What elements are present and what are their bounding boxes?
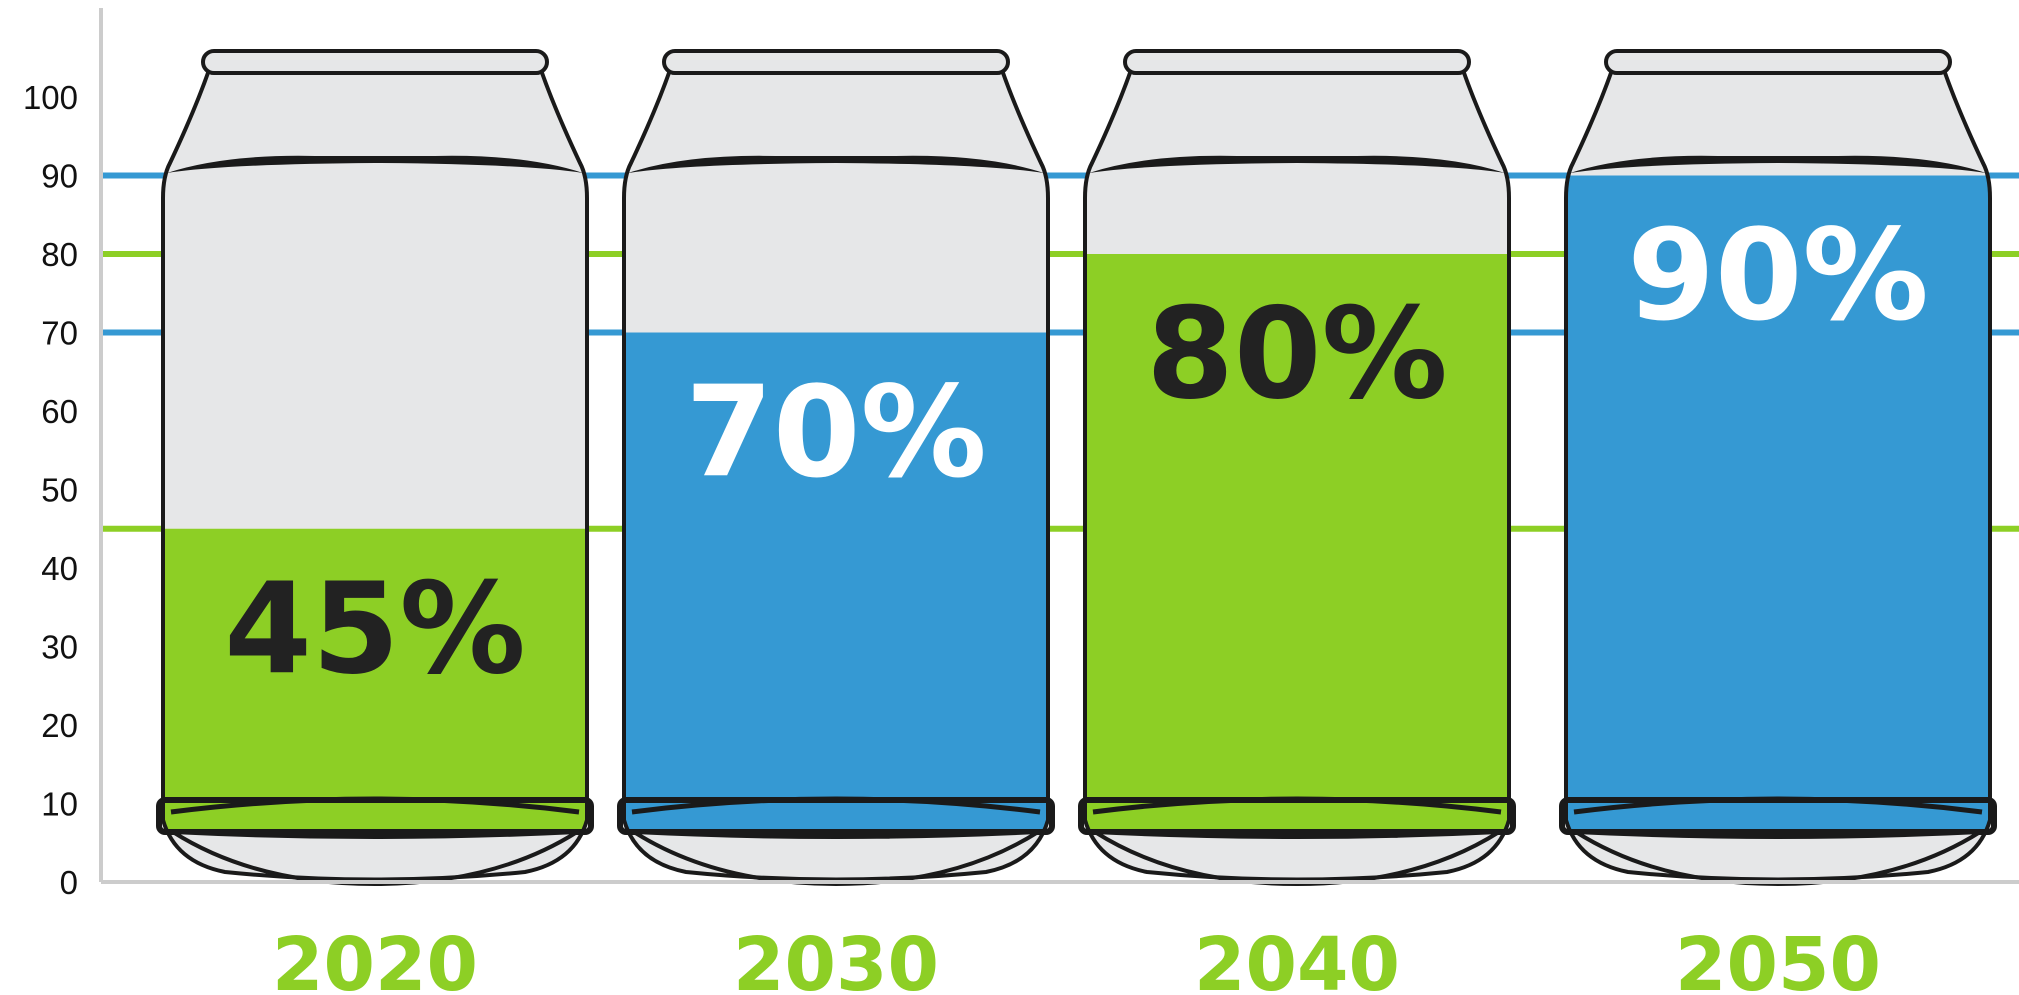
can-bottom-curve	[170, 796, 580, 815]
y-tick-label: 50	[41, 472, 78, 509]
y-tick-label: 40	[41, 550, 78, 587]
y-tick-label: 80	[41, 236, 78, 273]
y-tick-label: 10	[41, 786, 78, 823]
y-tick-labels: 0 10 20 30 40 50 60 70 80 90 100	[23, 79, 78, 901]
can-2040: 80%	[1078, 49, 1516, 887]
can-bottom-curve	[1092, 796, 1502, 815]
value-label-2030: 70%	[685, 359, 987, 506]
cans-group: 45% 70% 80% 90%	[156, 49, 1997, 887]
can-fill-2040	[1085, 254, 1509, 830]
can-top-band	[628, 155, 1044, 173]
y-axis	[99, 8, 2019, 884]
can-outline	[1083, 68, 1511, 882]
can-bottom-curve	[631, 796, 1041, 815]
y-tick-label: 30	[41, 629, 78, 666]
can-base	[626, 829, 1046, 887]
can-top-band	[1089, 155, 1505, 173]
can-lid	[662, 49, 1010, 75]
can-bottom-curve	[1573, 796, 1983, 815]
value-label-2020: 45%	[224, 555, 526, 702]
can-fill-2030	[624, 332, 1048, 830]
y-tick-label: 60	[41, 393, 78, 430]
can-outline	[622, 68, 1050, 882]
y-tick-label: 20	[41, 707, 78, 744]
can-2020: 45%	[156, 49, 594, 887]
can-2030: 70%	[617, 49, 1055, 887]
category-labels: 2020 2030 2040 2050	[272, 922, 1881, 995]
value-label-2040: 80%	[1146, 280, 1448, 427]
category-label-2020: 2020	[272, 922, 478, 995]
value-label-2050: 90%	[1627, 202, 1929, 349]
can-top-band	[1570, 155, 1986, 173]
can-top-band	[167, 155, 583, 173]
can-fill-2020	[163, 528, 587, 830]
y-tick-label: 70	[41, 315, 78, 352]
can-2050: 90%	[1559, 49, 1997, 887]
y-tick-label: 100	[23, 79, 78, 116]
can-base	[165, 829, 585, 887]
y-tick-label: 90	[41, 158, 78, 195]
can-lid	[1604, 49, 1952, 75]
y-tick-label: 0	[60, 864, 78, 901]
can-lid	[201, 49, 549, 75]
category-label-2050: 2050	[1675, 922, 1881, 995]
category-label-2030: 2030	[733, 922, 939, 995]
can-outline	[161, 68, 589, 882]
can-base	[1568, 829, 1988, 887]
can-fill-2050	[1566, 175, 1990, 830]
category-label-2040: 2040	[1194, 922, 1400, 995]
can-outline	[1564, 68, 1992, 882]
can-base	[1087, 829, 1507, 887]
can-lid	[1123, 49, 1471, 75]
